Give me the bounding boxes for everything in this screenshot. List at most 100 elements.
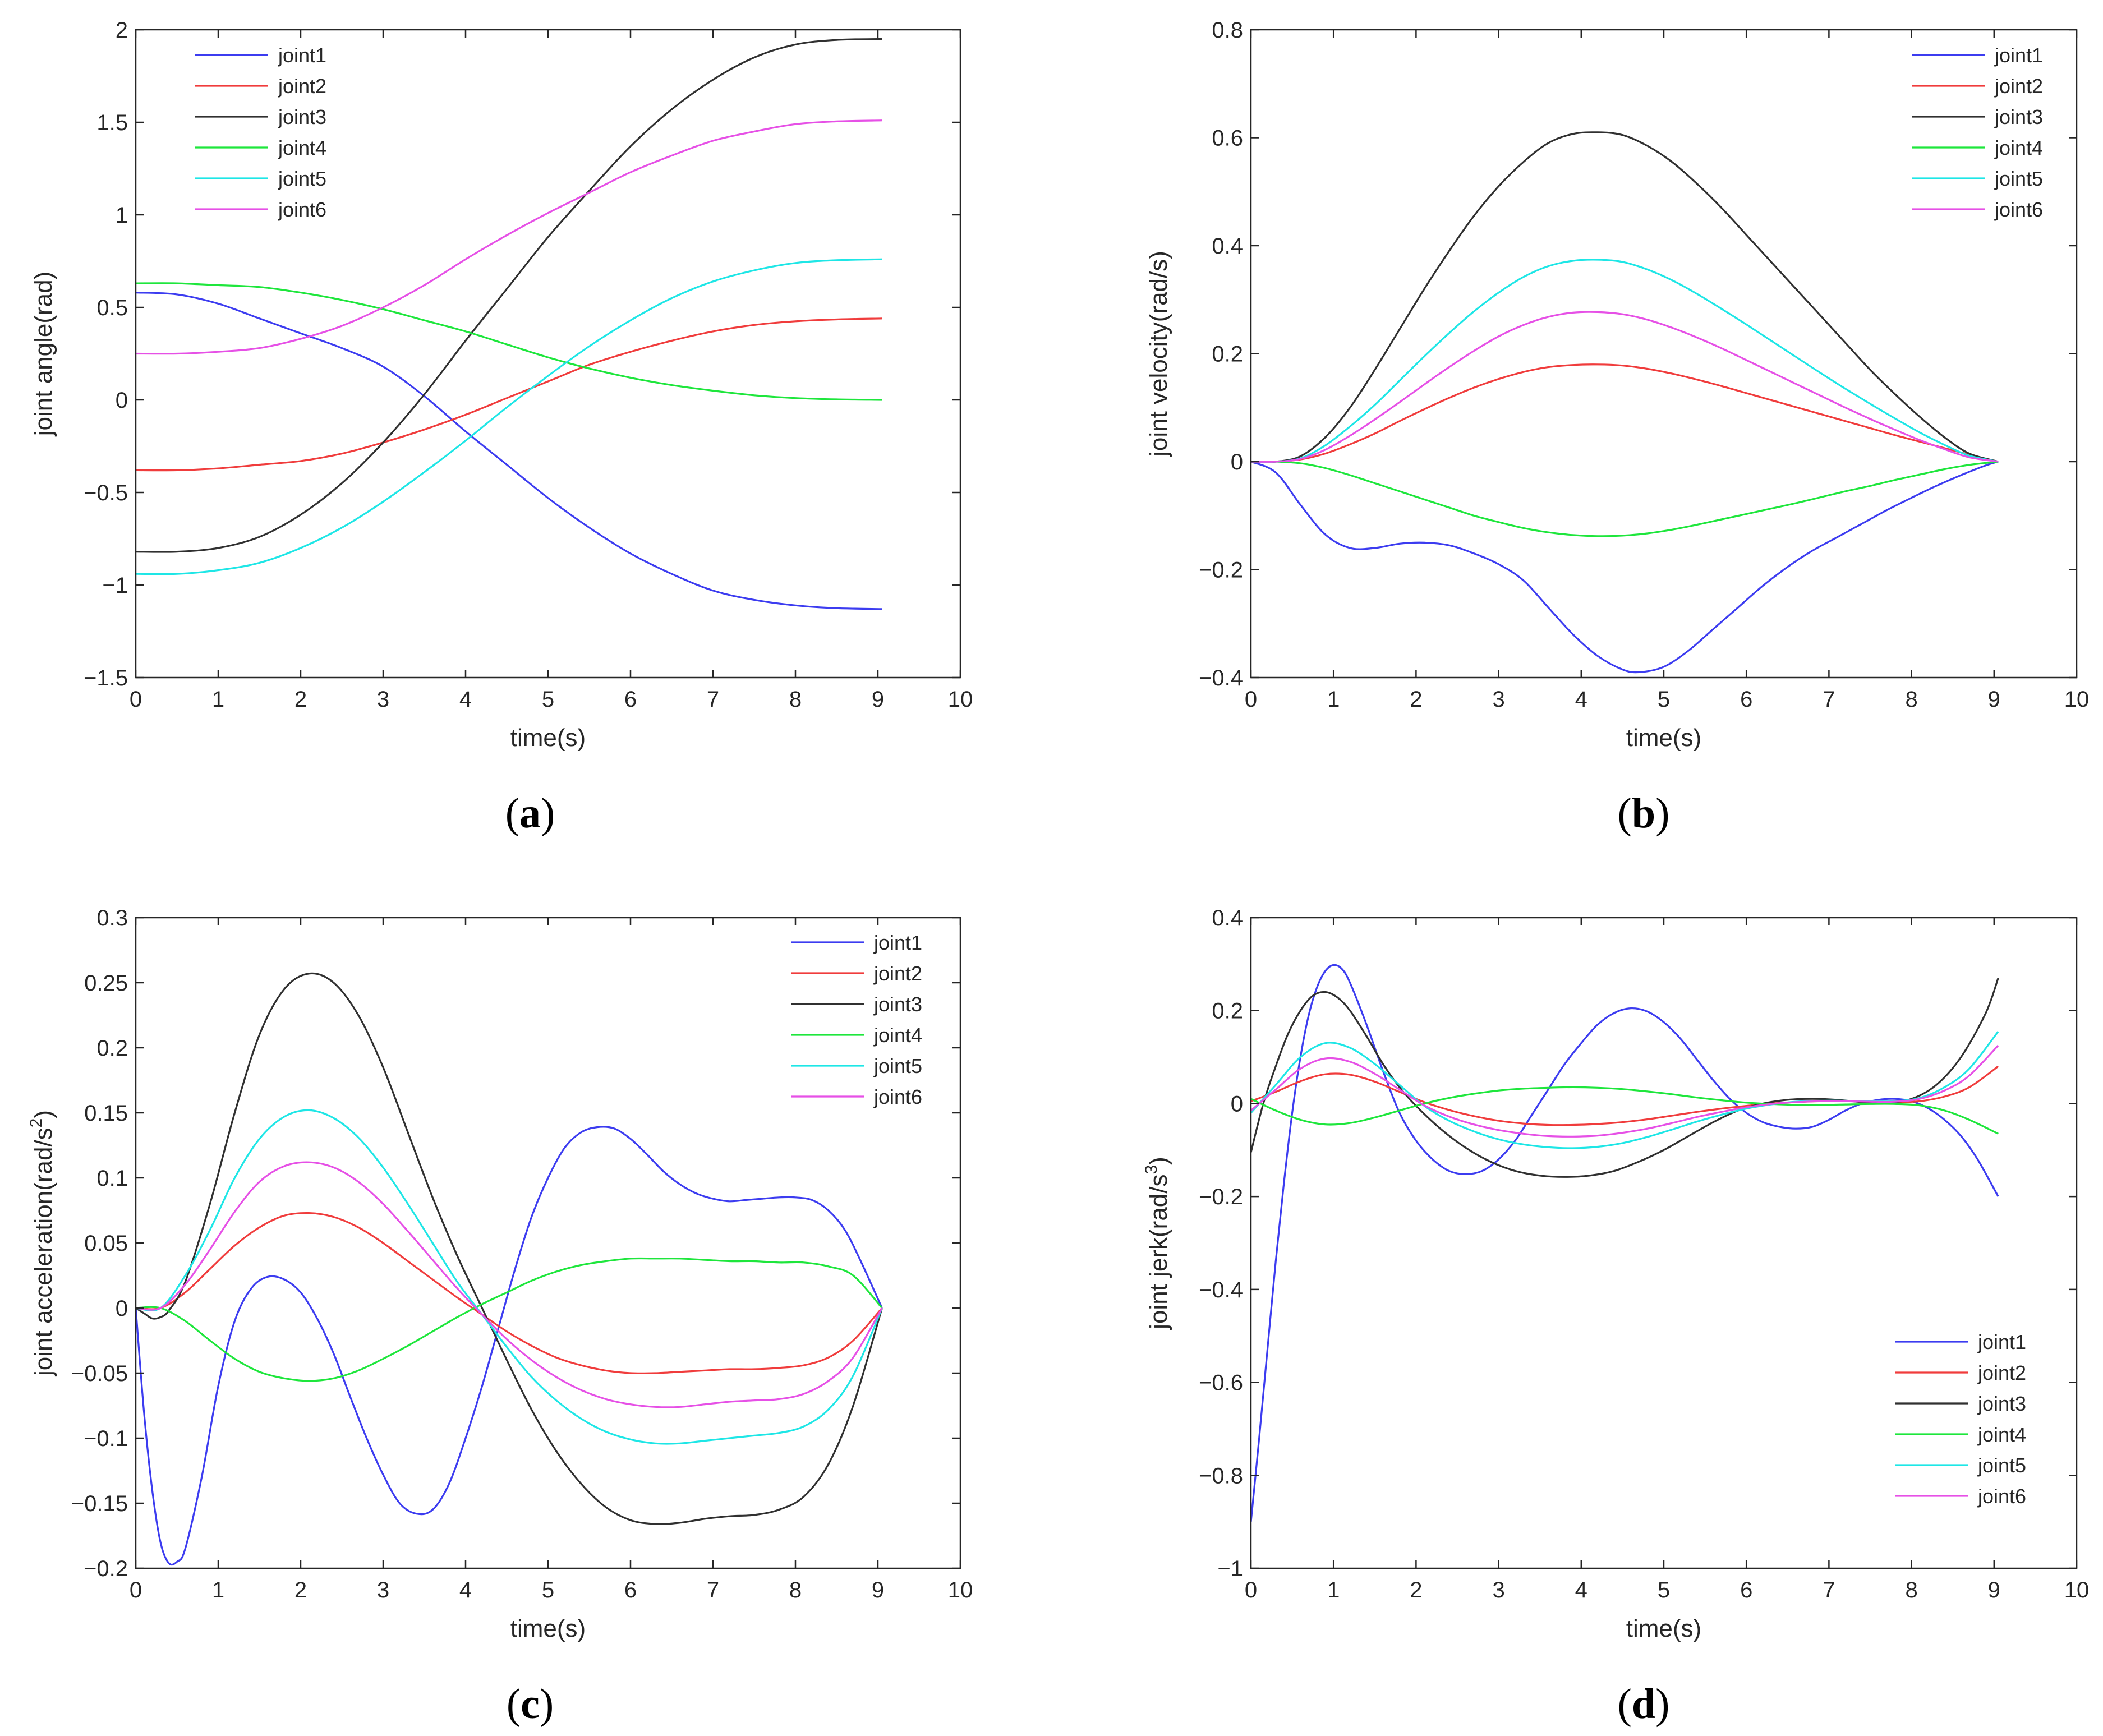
x-tick-label-a: 6: [624, 687, 637, 712]
panel-caption-c: (c): [507, 1680, 554, 1728]
series-line-b-joint6: [1251, 311, 1999, 463]
y-tick-label-c: 0.05: [84, 1231, 128, 1256]
x-tick-label-b: 1: [1327, 687, 1340, 712]
x-axis-label-a: time(s): [510, 724, 586, 752]
legend-label-d-joint3: joint3: [1977, 1392, 2026, 1415]
y-tick-label-d: 0.4: [1212, 906, 1243, 931]
x-axis-label-b: time(s): [1626, 724, 1701, 752]
series-group-c: [136, 972, 883, 1566]
x-tick-label-c: 6: [624, 1578, 637, 1603]
series-line-c-joint1: [136, 1126, 883, 1566]
legend-label-a-joint3: joint3: [278, 105, 326, 128]
y-tick-label-c: −0.05: [71, 1361, 128, 1386]
legend-label-b-joint5: joint5: [1994, 167, 2043, 190]
legend-label-d-joint1: joint1: [1977, 1330, 2026, 1353]
series-line-a-joint6: [136, 119, 882, 355]
x-tick-label-a: 0: [130, 687, 142, 712]
legend-label-a-joint1: joint1: [278, 44, 326, 67]
plot-frame-d: [1250, 917, 2078, 1569]
legend-label-b-joint1: joint1: [1994, 44, 2043, 67]
x-tick-label-d: 8: [1905, 1578, 1917, 1603]
x-tick-label-b: 6: [1740, 687, 1752, 712]
series-line-a-joint5: [136, 258, 882, 575]
panel-caption-b: (b): [1618, 790, 1670, 837]
x-tick-label-a: 2: [294, 687, 307, 712]
x-axis-label-d: time(s): [1626, 1615, 1701, 1642]
chart-panel-b: 0 1 2 3 4 5 6 7 8 9 10 −0.4 −0.2 0 0.2 0.4 0.6 0.8 time(s)…: [1145, 18, 2089, 837]
series-group-d: [1251, 964, 1999, 1522]
series-group-b: [1251, 131, 1999, 674]
x-tick-label-b: 8: [1905, 687, 1917, 712]
x-tick-label-a: 7: [707, 687, 719, 712]
y-tick-label-c: 0.2: [96, 1036, 128, 1061]
legend-b: joint1 joint2 joint3 joint4 joint5 joint6: [1912, 44, 2043, 221]
y-tick-label-c: 0: [116, 1296, 128, 1321]
legend-label-a-joint6: joint6: [278, 198, 326, 221]
y-tick-label-b: 0.8: [1212, 18, 1243, 43]
plot-frame-b: [1250, 29, 2078, 679]
series-line-b-joint2: [1251, 363, 1999, 463]
x-tick-label-b: 2: [1410, 687, 1422, 712]
legend-label-d-joint4: joint4: [1977, 1423, 2026, 1446]
x-tick-label-b: 7: [1823, 687, 1835, 712]
x-tick-label-b: 0: [1245, 687, 1257, 712]
chart-panel-c: 0 1 2 3 4 5 6 7 8 9 10 −0.2 −0.15 −0.1 −0.05 0 0.05 0.1 0.…: [27, 906, 973, 1728]
x-tick-label-a: 4: [459, 687, 472, 712]
x-tick-label-c: 1: [212, 1578, 224, 1603]
y-tick-label-b: 0.6: [1212, 126, 1243, 151]
x-tick-label-b: 3: [1492, 687, 1504, 712]
y-tick-label-b: 0.4: [1212, 234, 1243, 259]
x-tick-label-c: 2: [294, 1578, 307, 1603]
series-line-a-joint1: [136, 292, 882, 610]
x-tick-label-c: 3: [377, 1578, 389, 1603]
y-tick-label-c: 0.1: [96, 1166, 128, 1191]
panel-caption-d: (d): [1618, 1680, 1670, 1728]
legend-label-d-joint2: joint2: [1977, 1361, 2026, 1384]
y-tick-label-a: −1: [102, 573, 128, 598]
y-tick-label-d: 0: [1231, 1092, 1243, 1116]
y-tick-label-b: −0.4: [1199, 666, 1243, 690]
x-tick-label-c: 0: [130, 1578, 142, 1603]
x-tick-label-d: 7: [1823, 1578, 1835, 1603]
legend-label-c-joint3: joint3: [873, 993, 922, 1016]
x-tick-label-d: 3: [1492, 1578, 1504, 1603]
y-tick-label-d: 0.2: [1212, 999, 1243, 1024]
y-tick-label-a: 2: [116, 18, 128, 43]
series-line-a-joint4: [136, 282, 882, 401]
legend-label-a-joint2: joint2: [278, 75, 326, 98]
legend-label-c-joint2: joint2: [873, 962, 922, 985]
x-tick-label-d: 1: [1327, 1578, 1340, 1603]
legend-label-b-joint3: joint3: [1994, 105, 2043, 128]
series-line-c-joint3: [136, 972, 883, 1525]
y-tick-label-c: 0.3: [96, 906, 128, 931]
x-tick-label-a: 10: [948, 687, 973, 712]
y-axis-label-c: joint acceleration(rad/s2): [27, 1110, 57, 1377]
series-group-a: [136, 38, 882, 610]
y-axis-label-b: joint velocity(rad/s): [1145, 251, 1172, 458]
series-line-b-joint1: [1251, 461, 1999, 674]
y-tick-label-b: −0.2: [1199, 558, 1243, 583]
legend-label-c-joint1: joint1: [873, 931, 922, 954]
plot-frame-a: [135, 29, 961, 679]
series-line-d-joint4: [1251, 1086, 1999, 1135]
series-line-a-joint3: [136, 38, 882, 553]
series-line-d-joint6: [1251, 1044, 1999, 1138]
series-line-b-joint3: [1251, 131, 1999, 463]
x-tick-label-c: 4: [459, 1578, 472, 1603]
x-tick-label-d: 2: [1410, 1578, 1422, 1603]
y-tick-label-b: 0: [1231, 450, 1243, 475]
legend-c: joint1 joint2 joint3 joint4 joint5 joint6: [791, 931, 922, 1108]
y-tick-label-c: −0.1: [84, 1426, 128, 1451]
legend-label-b-joint6: joint6: [1994, 198, 2043, 221]
y-tick-label-d: −0.2: [1199, 1185, 1243, 1209]
x-tick-label-a: 8: [789, 687, 802, 712]
panel-caption-a: (a): [505, 790, 555, 837]
x-tick-label-d: 9: [1988, 1578, 2000, 1603]
y-tick-label-d: −1: [1217, 1557, 1243, 1581]
legend-d: joint1 joint2 joint3 joint4 joint5 joint6: [1895, 1330, 2026, 1508]
y-tick-label-c: −0.15: [71, 1491, 128, 1516]
y-tick-label-a: 0: [116, 388, 128, 413]
x-tick-label-d: 10: [2064, 1578, 2090, 1603]
x-tick-label-b: 5: [1658, 687, 1670, 712]
